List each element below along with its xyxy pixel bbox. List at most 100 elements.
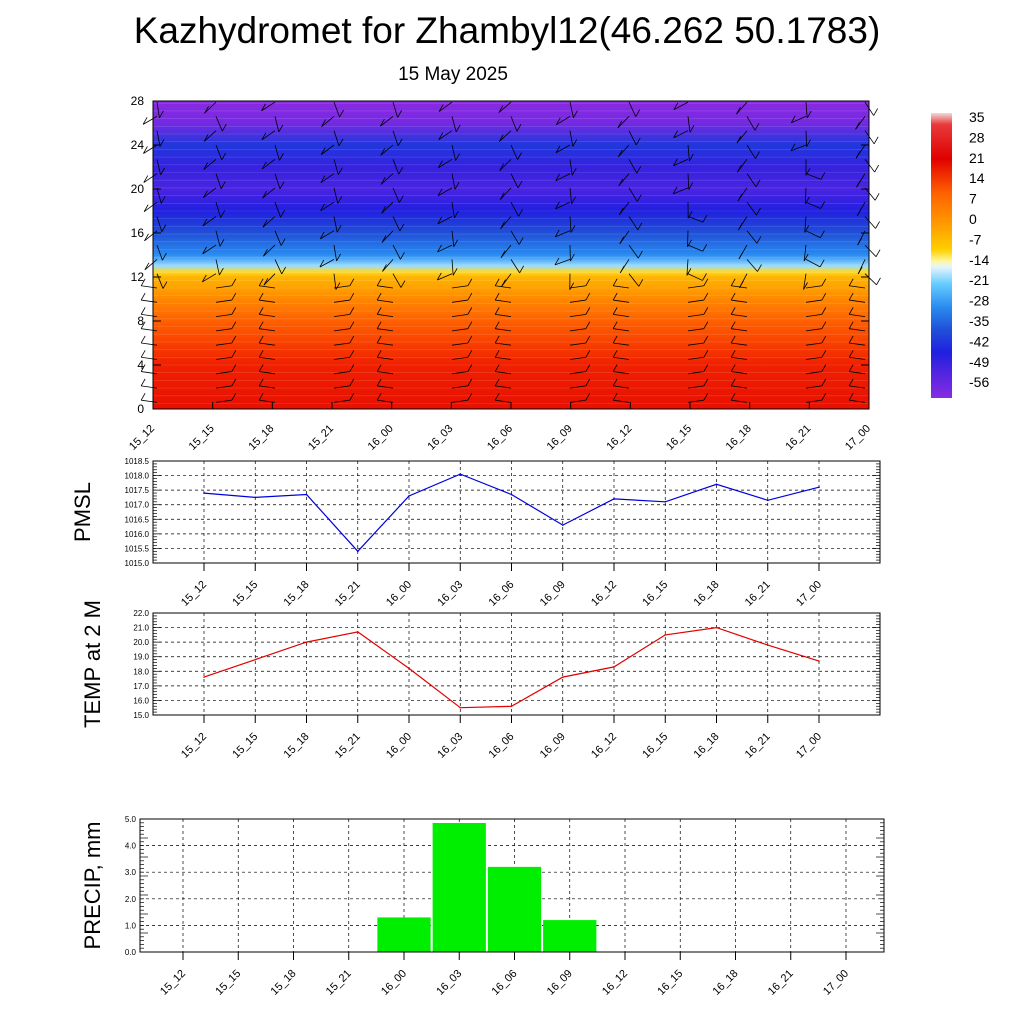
x-tick-label: 16_21 — [743, 579, 773, 609]
wind-barb-flag — [689, 125, 695, 133]
y-tick-label: 1017.0 — [125, 501, 150, 510]
wind-barb — [510, 202, 519, 217]
data-point — [203, 676, 205, 678]
colorbar-label: -14 — [969, 252, 989, 268]
wind-barb-flag — [258, 350, 264, 358]
wind-barb-flag — [400, 252, 405, 260]
wind-barb — [215, 230, 221, 247]
wind-barb — [320, 144, 335, 155]
wind-barb-flag — [857, 266, 863, 275]
wind-barb — [274, 173, 281, 189]
wind-barb — [215, 144, 223, 161]
wind-barb — [319, 230, 335, 240]
wind-barb-flag — [397, 138, 403, 147]
x-tick-label: 16_21 — [743, 731, 773, 761]
colorbar-label: 35 — [969, 109, 985, 125]
wind-barb-flag — [221, 152, 227, 161]
y-tick-label: 16 — [131, 226, 145, 240]
wind-barb — [672, 187, 689, 195]
wind-barb — [261, 158, 276, 170]
wind-barb — [274, 259, 283, 275]
wind-barb-flag — [876, 277, 881, 286]
wind-barb-flag — [258, 392, 264, 401]
wind-barb — [804, 187, 807, 204]
wind-barb — [805, 371, 822, 375]
wind-barb-flag — [687, 239, 692, 247]
wind-barb-flag — [519, 265, 525, 274]
wind-barb — [380, 173, 394, 185]
y-tick-label: 21.0 — [133, 624, 149, 633]
wind-barb — [746, 173, 757, 188]
wind-barb — [628, 101, 637, 117]
wind-barb — [805, 399, 822, 403]
wind-barb-flag — [231, 321, 237, 329]
wind-barb — [790, 144, 807, 152]
wind-barb — [262, 187, 276, 199]
wind-barb — [628, 130, 637, 146]
wind-barb-flag — [202, 218, 208, 226]
wind-barb — [333, 299, 350, 303]
wind-barb-flag — [738, 222, 743, 231]
wind-barb — [687, 371, 704, 375]
wind-barb-flag — [140, 321, 146, 329]
wind-barb-flag — [848, 278, 854, 286]
wind-barb — [381, 201, 394, 214]
wind-barb — [849, 285, 866, 289]
x-tick-label: 15_15 — [187, 423, 217, 453]
wind-barb-flag — [637, 222, 643, 231]
wind-barb-flag — [339, 109, 344, 118]
wind-barb — [377, 371, 394, 375]
wind-barb — [215, 328, 232, 332]
wind-barb — [262, 216, 276, 228]
x-tick-label: 16_06 — [487, 731, 517, 761]
colorbar-label: -7 — [969, 231, 982, 247]
wind-barb-flag — [555, 117, 561, 125]
x-tick-label: 15_18 — [282, 731, 312, 761]
wind-barb — [204, 101, 217, 114]
wind-barb-flag — [336, 253, 341, 262]
wind-barb — [569, 399, 586, 403]
wind-barb-flag — [571, 196, 576, 205]
y-tick-label: 1015.0 — [125, 559, 150, 568]
wind-barb — [805, 328, 822, 332]
wind-barb-flag — [376, 278, 382, 286]
colorbar-gradient — [931, 113, 952, 398]
wind-barb-flag — [756, 207, 761, 216]
x-tick-label: 15_21 — [324, 968, 354, 998]
wind-barb — [495, 313, 512, 317]
wind-barb — [495, 285, 512, 289]
wind-barb — [319, 259, 335, 268]
colorbar-label: -35 — [969, 313, 989, 329]
wind-barb-flag — [436, 272, 442, 281]
panel-frame — [139, 818, 885, 953]
wind-barb — [746, 201, 757, 216]
y-tick-label: 1017.5 — [125, 486, 150, 495]
wind-barb — [141, 328, 158, 332]
wind-barb — [555, 230, 571, 238]
wind-barb-flag — [636, 194, 642, 202]
wind-barb-flag — [494, 335, 500, 344]
wind-barb — [141, 356, 158, 360]
wind-barb — [274, 116, 280, 133]
wind-barb-flag — [258, 364, 264, 372]
x-tick-label: 16_15 — [640, 579, 670, 609]
chart-subtitle: 15 May 2025 — [398, 64, 508, 85]
panel-frame — [152, 612, 881, 716]
wind-barb — [156, 159, 162, 175]
wind-barb — [687, 356, 704, 360]
wind-barb — [499, 187, 512, 200]
colorbar-label: -49 — [969, 354, 989, 370]
wind-barb — [333, 101, 340, 118]
wind-barb-flag — [162, 252, 167, 261]
wind-barb-flag — [376, 321, 382, 329]
wind-barb — [381, 230, 394, 243]
wind-barb — [687, 313, 704, 317]
y-tick-label: 18.0 — [133, 667, 149, 676]
wind-barb-flag — [612, 321, 618, 329]
wind-barb-flag — [376, 364, 382, 372]
wind-barb-flag — [140, 278, 146, 286]
wind-barb — [215, 399, 232, 403]
wind-barb-flag — [203, 162, 209, 170]
wind-barb-flag — [498, 134, 504, 142]
wind-barb-flag — [220, 210, 225, 218]
